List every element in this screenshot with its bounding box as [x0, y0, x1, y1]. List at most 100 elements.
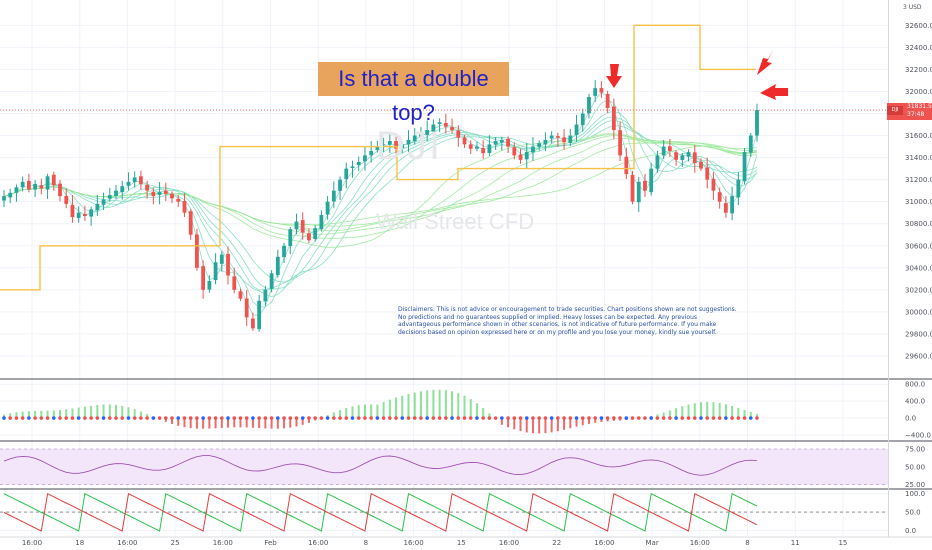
momentum-bar: [90, 405, 93, 419]
watermark-name: Wall Street CFD: [376, 209, 535, 234]
momentum-bar: [233, 418, 236, 428]
momentum-zero-dot: [599, 416, 604, 420]
candle-body: [748, 135, 753, 153]
momentum-bar: [675, 408, 678, 419]
momentum-bar: [556, 418, 559, 432]
y-tick-label: 30000.0: [905, 308, 932, 316]
momentum-bar: [65, 409, 68, 419]
momentum-bar: [699, 402, 702, 419]
candle-body: [251, 318, 255, 329]
x-tick-label: Mar: [645, 539, 658, 547]
momentum-bar: [587, 418, 590, 424]
candle-body: [655, 155, 660, 169]
candle-body: [219, 254, 224, 264]
momentum-zero-dot: [487, 416, 492, 420]
momentum-zero-dot: [89, 416, 93, 420]
momentum-bar: [662, 412, 665, 419]
momentum-zero-dot: [568, 416, 573, 420]
momentum-zero-dot: [543, 416, 548, 420]
momentum-bar: [52, 410, 55, 419]
candle-body: [33, 184, 38, 190]
momentum-zero-dot: [742, 416, 747, 420]
candle-body: [325, 201, 330, 215]
momentum-bar: [220, 418, 223, 428]
candle-body: [730, 196, 735, 214]
momentum-bar: [295, 418, 298, 427]
momentum-bar: [488, 413, 491, 419]
momentum-zero-dot: [145, 416, 149, 420]
candle-body: [145, 184, 150, 191]
momentum-zero-dot: [201, 416, 205, 420]
momentum-zero-dot: [70, 416, 75, 420]
momentum-zero-dot: [655, 416, 660, 420]
candle-body: [126, 181, 131, 186]
momentum-bar: [401, 395, 404, 419]
momentum-zero-dot: [157, 416, 162, 420]
candle-body: [387, 141, 392, 145]
momentum-bar: [706, 401, 709, 419]
momentum-bar: [351, 406, 354, 419]
price-axis[interactable]: 29600.0 29800.0 30000.0 30200.0 30400.0 30600…: [905, 22, 932, 535]
candle-body: [543, 139, 548, 145]
momentum-zero-dot: [736, 416, 741, 420]
momentum-zero-dot: [27, 416, 31, 420]
ma-line: [3, 125, 758, 283]
y-tick-label: 0.0: [905, 415, 916, 423]
momentum-bar: [388, 399, 391, 419]
momentum-zero-dot: [58, 416, 62, 420]
candle-body: [213, 262, 218, 281]
momentum-bar: [208, 418, 211, 429]
candle-body: [363, 155, 367, 162]
momentum-bar: [77, 407, 80, 419]
candle-body: [163, 190, 168, 194]
candle-body: [107, 195, 112, 199]
candle-body: [711, 178, 716, 191]
candle-body: [699, 161, 703, 169]
y-tick-label: 75.00: [905, 446, 925, 454]
momentum-bar: [245, 418, 248, 428]
candle-body: [294, 221, 299, 230]
candle-body: [139, 176, 143, 185]
momentum-zero-dot: [605, 416, 610, 420]
candle-body: [611, 106, 616, 131]
candle-body: [288, 229, 293, 247]
momentum-zero-dot: [400, 416, 405, 420]
momentum-zero-dot: [493, 416, 498, 420]
arrow-down-left-peak: [606, 64, 622, 88]
momentum-zero-dot: [95, 416, 100, 420]
momentum-bar: [332, 412, 335, 419]
candle-body: [369, 150, 374, 156]
momentum-zero-dot: [406, 416, 411, 420]
time-axis[interactable]: 16:00 18 16:00 25 16:00 Feb 16:00 8 16:00 15 16:00…: [22, 539, 847, 547]
momentum-bar: [289, 418, 292, 428]
momentum-zero-dot: [506, 416, 510, 420]
momentum-bar: [214, 418, 217, 429]
momentum-zero-dot: [139, 416, 143, 420]
x-tick-label: 15: [457, 539, 466, 547]
momentum-zero-dot: [83, 416, 87, 420]
x-tick-label: 16:00: [594, 539, 614, 547]
candle-body: [307, 233, 311, 241]
candle-body: [649, 168, 654, 193]
momentum-zero-dot: [188, 416, 193, 420]
double-top-callout[interactable]: Is that a double top?: [318, 62, 509, 125]
momentum-zero-dot: [313, 416, 317, 420]
candle-body: [151, 191, 156, 197]
momentum-zero-dot: [126, 416, 131, 420]
candle-body: [667, 146, 672, 151]
candle-body: [456, 130, 461, 138]
momentum-zero-dot: [338, 416, 342, 420]
momentum-zero-dot: [587, 416, 591, 420]
candle-body: [51, 174, 56, 186]
momentum-bar: [127, 407, 130, 419]
candle-body: [450, 127, 454, 131]
momentum-bar: [407, 394, 410, 419]
momentum-zero-dot: [394, 416, 398, 420]
momentum-zero-dot: [51, 416, 56, 420]
momentum-zero-dot: [468, 416, 473, 420]
candle-body: [524, 152, 529, 160]
momentum-zero-dot: [107, 416, 112, 420]
momentum-zero-dot: [674, 416, 678, 420]
x-tick-label: 16:00: [213, 539, 233, 547]
momentum-bar: [27, 411, 30, 419]
